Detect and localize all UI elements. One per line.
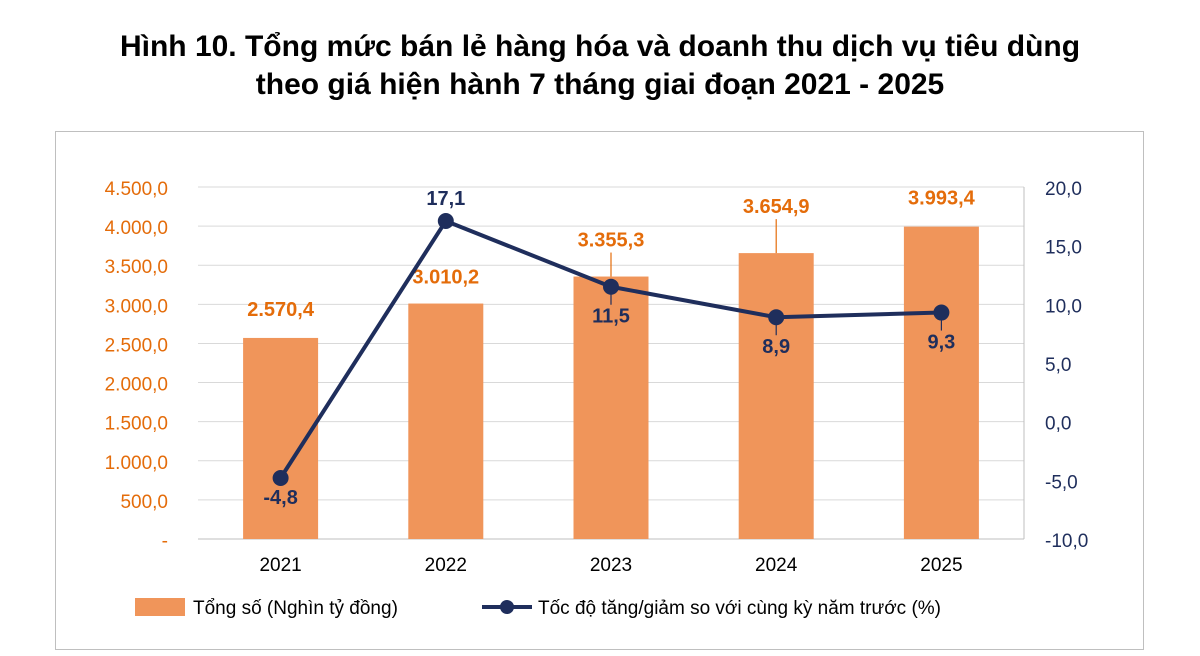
y-left-tick-label: 3.000,0 — [105, 296, 168, 317]
x-tick-label: 2023 — [590, 555, 632, 576]
line-marker-2021 — [272, 469, 289, 486]
legend-bar-label: Tổng số (Nghìn tỷ đồng) — [193, 598, 398, 619]
y-right-tick-label: 15,0 — [1045, 238, 1082, 259]
y-right-tick-label: 5,0 — [1045, 355, 1071, 376]
y-right-tick-label: 20,0 — [1045, 179, 1082, 200]
line-marker-2023 — [603, 278, 619, 295]
chart-title-line-2: theo giá hiện hành 7 tháng giai đoạn 202… — [255, 68, 945, 101]
line-data-label: 11,5 — [592, 306, 630, 328]
legend-bar-swatch — [135, 598, 185, 616]
y-right-tick-label: 0,0 — [1045, 414, 1071, 435]
line-data-label: 9,3 — [927, 332, 955, 354]
y-left-tick-label: 2.000,0 — [105, 375, 168, 396]
bar-data-label: 2.570,4 — [247, 299, 315, 321]
x-tick-label: 2024 — [755, 555, 798, 576]
y-right-tick-label: -5,0 — [1045, 472, 1078, 493]
line-marker-2025 — [933, 304, 950, 321]
bar-2022 — [408, 303, 484, 539]
line-data-label: 8,9 — [762, 336, 790, 358]
bar-data-label: 3.010,2 — [412, 267, 479, 289]
y-left-tick-label: 4.000,0 — [105, 218, 168, 239]
y-left-tick-label: 1.500,0 — [105, 414, 168, 435]
y-left-tick-label: 2.500,0 — [105, 335, 168, 356]
x-tick-label: 2025 — [920, 555, 962, 576]
y-right-tick-label: 10,0 — [1045, 296, 1082, 317]
y-left-tick-label: 4.500,0 — [105, 179, 168, 200]
line-data-label: -4,8 — [263, 487, 297, 509]
y-right-tick-label: -10,0 — [1045, 531, 1088, 552]
x-tick-label: 2021 — [259, 555, 301, 576]
chart-title: Hình 10. Tổng mức bán lẻ hàng hóa và doa… — [0, 28, 1200, 104]
bar-data-label: 3.355,3 — [578, 230, 645, 252]
legend-line-label: Tốc độ tăng/giảm so với cùng kỳ năm trướ… — [538, 598, 941, 619]
bar-2024 — [738, 253, 814, 540]
bar-2025 — [903, 226, 979, 539]
y-left-tick-label: - — [162, 531, 168, 552]
bar-data-label: 3.993,4 — [908, 188, 976, 210]
y-left-tick-label: 3.500,0 — [105, 257, 168, 278]
y-left-tick-label: 1.000,0 — [105, 453, 168, 474]
bar-2023 — [573, 276, 649, 539]
bar-data-label: 3.654,9 — [743, 196, 810, 218]
chart-title-line-1: Hình 10. Tổng mức bán lẻ hàng hóa và doa… — [119, 30, 1081, 63]
line-marker-2024 — [768, 309, 785, 326]
y-left-tick-label: 500,0 — [120, 492, 168, 513]
line-marker-2022 — [437, 213, 454, 230]
legend-line-marker — [500, 600, 514, 614]
x-tick-label: 2022 — [425, 555, 467, 576]
line-data-label: 17,1 — [426, 188, 465, 210]
